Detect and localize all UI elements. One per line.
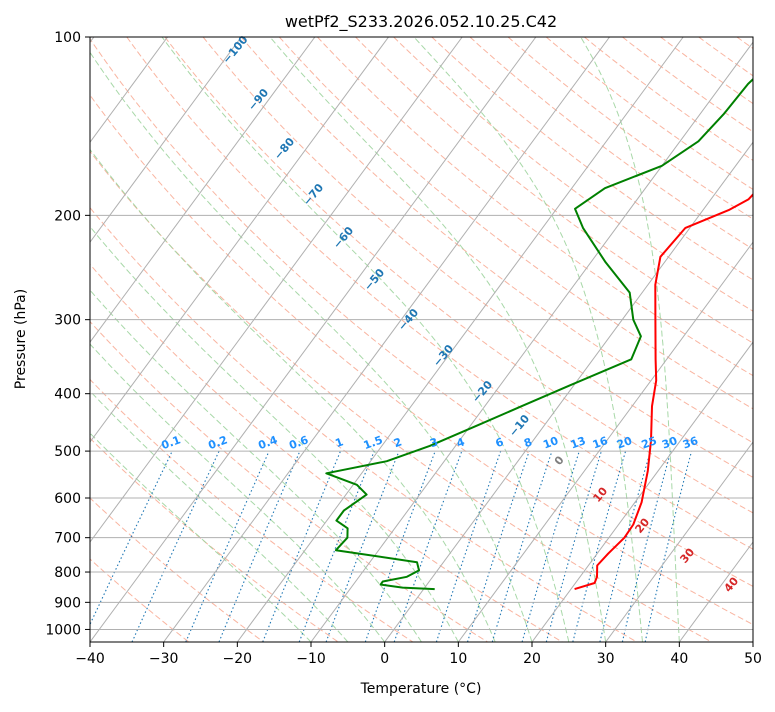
x-tick-label: 0	[380, 651, 389, 667]
y-tick-label: 900	[54, 595, 81, 611]
x-tick-label: 30	[597, 651, 615, 667]
x-tick-label: 10	[449, 651, 467, 667]
y-tick-label: 600	[54, 491, 81, 507]
x-tick-label: −40	[75, 651, 105, 667]
y-tick-label: 700	[54, 531, 81, 547]
x-tick-label: 20	[523, 651, 541, 667]
y-axis-title: Pressure (hPa)	[13, 289, 29, 389]
y-tick-label: 500	[54, 444, 81, 460]
x-tick-label: −30	[149, 651, 179, 667]
y-tick-label: 1000	[45, 622, 81, 638]
x-tick-label: −10	[296, 651, 326, 667]
x-axis-title: Temperature (°C)	[360, 681, 482, 697]
chart-title: wetPf2_S233.2026.052.10.25.C42	[285, 12, 557, 32]
y-tick-label: 300	[54, 313, 81, 329]
x-tick-label: 40	[670, 651, 688, 667]
x-tick-label: −20	[223, 651, 253, 667]
y-tick-label: 200	[54, 208, 81, 224]
x-tick-label: 50	[744, 651, 762, 667]
y-tick-label: 800	[54, 565, 81, 581]
y-tick-label: 400	[54, 387, 81, 403]
y-tick-label: 100	[54, 30, 81, 46]
